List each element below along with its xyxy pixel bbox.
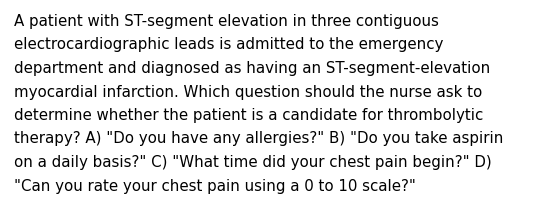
Text: myocardial infarction. Which question should the nurse ask to: myocardial infarction. Which question sh…: [14, 84, 482, 99]
Text: determine whether the patient is a candidate for thrombolytic: determine whether the patient is a candi…: [14, 108, 483, 123]
Text: on a daily basis?" C) "What time did your chest pain begin?" D): on a daily basis?" C) "What time did you…: [14, 155, 492, 170]
Text: therapy? A) "Do you have any allergies?" B) "Do you take aspirin: therapy? A) "Do you have any allergies?"…: [14, 131, 503, 147]
Text: A patient with ST-segment elevation in three contiguous: A patient with ST-segment elevation in t…: [14, 14, 439, 29]
Text: department and diagnosed as having an ST-segment-elevation: department and diagnosed as having an ST…: [14, 61, 490, 76]
Text: "Can you rate your chest pain using a 0 to 10 scale?": "Can you rate your chest pain using a 0 …: [14, 178, 416, 194]
Text: electrocardiographic leads is admitted to the emergency: electrocardiographic leads is admitted t…: [14, 37, 444, 52]
